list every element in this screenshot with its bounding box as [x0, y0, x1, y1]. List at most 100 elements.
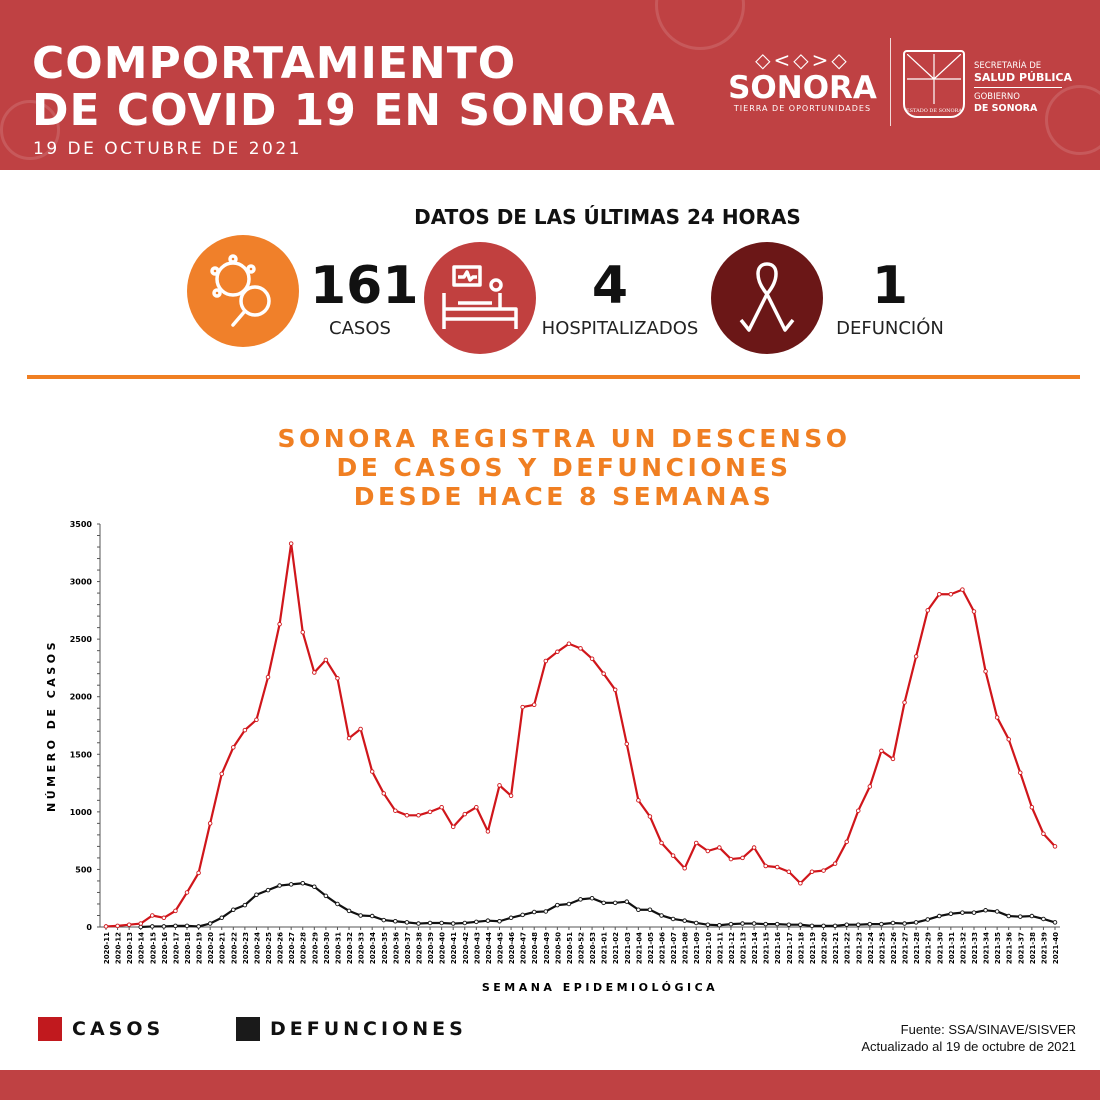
- x-tick-label: 2021-03: [624, 932, 632, 964]
- data-point-casos: [312, 670, 317, 675]
- data-point-defunciones: [254, 892, 259, 898]
- x-tick-label: 2020-42: [462, 932, 470, 964]
- x-tick-label: 2020-44: [485, 932, 493, 964]
- data-point-defunciones: [913, 920, 919, 925]
- sonora-logo: ◇<◇>◇ SONORA TIERRA DE OPORTUNIDADES: [720, 48, 885, 114]
- data-point-defunciones: [971, 910, 977, 915]
- y-tick-label: 2000: [70, 693, 93, 702]
- x-tick-label: 2021-06: [659, 932, 667, 964]
- data-point-defunciones: [393, 918, 398, 924]
- x-tick-label: 2020-24: [253, 932, 261, 964]
- x-tick-label: 2021-31: [948, 932, 956, 964]
- report-date: 19 DE OCTUBRE DE 2021: [33, 139, 302, 159]
- logo-pattern: ◇<◇>◇: [755, 48, 850, 72]
- x-tick-label: 2021-14: [751, 932, 759, 964]
- data-point-defunciones: [647, 907, 653, 912]
- data-point-casos: [786, 869, 792, 874]
- data-point-casos: [856, 808, 861, 813]
- page-title-line2: DE COVID 19 EN SONORA: [32, 85, 676, 136]
- data-point-defunciones: [300, 880, 305, 886]
- data-point-casos: [103, 924, 109, 929]
- data-point-casos: [948, 591, 954, 597]
- data-point-casos: [531, 702, 537, 708]
- data-point-casos: [740, 855, 745, 861]
- data-point-defunciones: [427, 920, 433, 926]
- data-point-defunciones: [1006, 913, 1011, 919]
- data-point-casos: [300, 629, 305, 635]
- data-point-defunciones: [612, 900, 618, 906]
- data-point-casos: [1006, 737, 1011, 742]
- x-tick-label: 2021-08: [682, 932, 690, 964]
- data-point-defunciones: [416, 921, 421, 926]
- series-line-casos: [105, 542, 1056, 928]
- footer-band: [0, 1070, 1100, 1100]
- virus-magnifier-icon: [187, 235, 299, 347]
- data-point-casos: [971, 609, 977, 614]
- x-tick-label: 2020-39: [427, 932, 435, 964]
- legend-swatch-casos: [38, 1017, 62, 1041]
- ssp-line1: SECRETARÍA DE: [974, 61, 1042, 71]
- x-tick-label: 2021-26: [890, 932, 898, 964]
- data-point-defunciones: [821, 923, 826, 929]
- x-tick-label: 2020-47: [520, 932, 528, 964]
- headline-line2: DE CASOS Y DEFUNCIONES: [336, 453, 792, 482]
- data-point-defunciones: [520, 912, 525, 918]
- data-point-defunciones: [705, 922, 711, 927]
- data-point-defunciones: [636, 907, 641, 912]
- x-tick-label: 2020-46: [508, 932, 516, 964]
- data-point-casos: [277, 621, 282, 627]
- x-tick-label: 2020-52: [578, 932, 586, 964]
- data-point-defunciones: [856, 922, 861, 927]
- x-tick-label: 2021-01: [601, 932, 609, 964]
- deaths-value: 1: [871, 256, 909, 316]
- data-point-defunciones: [508, 915, 514, 921]
- crest-label: ESTADO DE SONORA: [905, 108, 963, 114]
- data-point-casos: [717, 845, 722, 850]
- data-point-casos: [184, 890, 190, 895]
- x-tick-label: 2020-32: [346, 932, 354, 964]
- y-tick-label: 2500: [70, 635, 93, 644]
- x-tick-label: 2020-19: [196, 932, 204, 964]
- x-tick-label: 2020-43: [473, 932, 481, 964]
- data-point-defunciones: [485, 918, 491, 923]
- data-point-defunciones: [717, 923, 722, 928]
- x-tick-label: 2020-20: [207, 932, 215, 964]
- x-tick-label: 2020-50: [554, 932, 562, 964]
- data-point-casos: [543, 658, 549, 664]
- x-tick-label: 2021-11: [716, 932, 724, 964]
- data-point-defunciones: [369, 913, 375, 919]
- data-point-casos: [890, 756, 896, 762]
- data-point-casos: [994, 715, 1000, 720]
- headline: SONORA REGISTRA UN DESCENSO DE CASOS Y D…: [0, 424, 1100, 511]
- ssp-line2: SALUD PÚBLICA: [974, 71, 1073, 84]
- x-tick-label: 2021-21: [832, 932, 840, 964]
- x-tick-label: 2021-04: [635, 932, 643, 964]
- data-point-casos: [358, 726, 363, 732]
- x-tick-label: 2021-25: [878, 932, 886, 964]
- x-tick-label: 2020-16: [161, 932, 169, 964]
- source-note: Fuente: SSA/SINAVE/SISVER Actualizado al…: [861, 1021, 1076, 1055]
- data-point-defunciones: [1018, 914, 1023, 919]
- headline-line1: SONORA REGISTRA UN DESCENSO: [277, 424, 851, 453]
- data-point-casos: [196, 870, 201, 876]
- data-point-defunciones: [879, 921, 884, 927]
- data-point-defunciones: [462, 920, 468, 926]
- data-point-casos: [832, 861, 838, 866]
- gob-line1: GOBIERNO: [974, 92, 1020, 102]
- logo-divider: [890, 38, 891, 126]
- data-point-defunciones: [173, 923, 178, 929]
- x-tick-label: 2021-12: [728, 932, 736, 964]
- gob-line2: DE SONORA: [974, 103, 1038, 114]
- hospitalized-label: HOSPITALIZADOS: [541, 318, 699, 339]
- data-point-defunciones: [844, 922, 849, 927]
- data-point-casos: [774, 864, 780, 870]
- data-point-casos: [682, 866, 687, 871]
- data-point-casos: [335, 676, 340, 681]
- x-tick-label: 2020-18: [184, 932, 192, 964]
- data-point-defunciones: [624, 899, 630, 904]
- data-point-defunciones: [531, 909, 537, 915]
- data-point-casos: [636, 798, 641, 803]
- data-point-defunciones: [728, 921, 734, 927]
- x-tick-label: 2020-36: [392, 932, 400, 964]
- data-point-defunciones: [242, 902, 248, 908]
